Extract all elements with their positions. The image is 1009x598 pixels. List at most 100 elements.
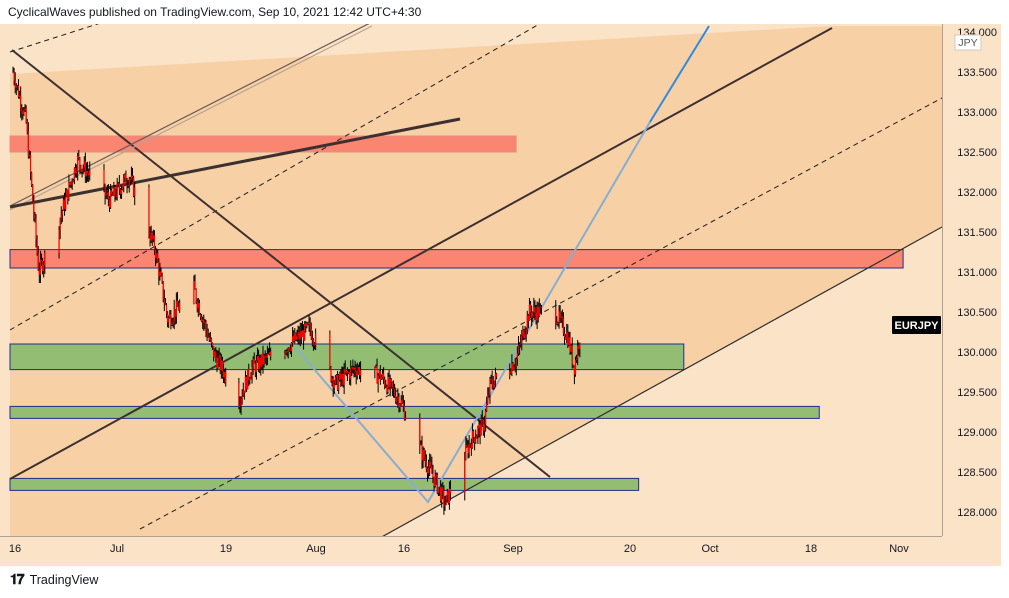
candle-body	[401, 400, 403, 404]
candle-body	[116, 183, 118, 197]
candle-body	[38, 269, 40, 275]
candle-body	[80, 165, 82, 172]
candle-body	[471, 431, 474, 449]
y-tick-label: 133.500	[957, 67, 997, 79]
candle-body	[350, 367, 352, 379]
candle-body	[28, 155, 31, 157]
candle-body	[537, 306, 539, 317]
candle-body	[340, 373, 342, 380]
candle-body	[13, 72, 15, 81]
x-tick-label: Sep	[503, 543, 523, 555]
x-tick-label: 16	[9, 543, 21, 555]
candle-body	[213, 346, 215, 358]
candle-body	[215, 351, 217, 358]
candle-body	[31, 172, 33, 185]
candle-body	[150, 232, 152, 241]
candle-body	[535, 312, 537, 321]
currency-label-box	[954, 34, 982, 51]
candle-body	[167, 313, 169, 323]
candle-body	[58, 229, 60, 253]
candle-body	[262, 353, 264, 365]
candle-body	[354, 367, 356, 372]
candle-body	[29, 155, 32, 173]
candle-body	[492, 384, 494, 388]
candle-body	[579, 343, 581, 349]
candle-body	[432, 473, 434, 477]
candle-body	[255, 360, 258, 373]
candle-body	[224, 372, 226, 378]
candle-body	[389, 379, 391, 387]
x-tick-label: 16	[398, 543, 410, 555]
candle-body	[123, 178, 125, 187]
candle-body	[329, 333, 331, 368]
candle-body	[574, 360, 577, 375]
candle-body	[179, 302, 181, 310]
candle-body	[422, 450, 424, 461]
y-tick-label: 133.000	[957, 107, 997, 119]
candle-body	[23, 109, 25, 115]
candle-body	[400, 400, 402, 405]
candle-body	[441, 487, 443, 501]
candle-body	[395, 395, 397, 402]
candle-body	[379, 371, 381, 380]
candle-body	[265, 356, 267, 358]
candle-body	[449, 488, 452, 494]
candle-body	[522, 330, 524, 336]
candle-body	[83, 161, 85, 169]
candle-body	[240, 398, 242, 406]
candle-body	[75, 171, 78, 174]
y-tick-label: 131.500	[957, 227, 997, 239]
red-zone	[9, 135, 517, 153]
candle-body	[62, 199, 65, 211]
candle-body	[37, 253, 39, 270]
chart-container[interactable]: 128.000 128.500 129.000 129.500 130.000 130.5…	[0, 24, 1001, 566]
candle-body	[520, 343, 522, 345]
candle-body	[494, 373, 497, 381]
candle-body	[531, 312, 533, 318]
candle-body	[197, 303, 199, 308]
projection-extension	[649, 25, 710, 123]
candle-body	[332, 378, 334, 388]
candle-body	[346, 370, 349, 373]
brand-name[interactable]: TradingView	[29, 573, 99, 587]
candle-body	[287, 348, 289, 352]
candle-body	[390, 379, 392, 382]
candle-body	[131, 175, 134, 178]
price-axis[interactable]	[942, 24, 1001, 536]
candle-body	[202, 319, 204, 322]
candle-body	[467, 445, 469, 454]
candle-body	[108, 199, 111, 208]
candle-body	[86, 171, 89, 174]
candle-body	[445, 495, 447, 505]
candle-body	[293, 336, 295, 342]
candle-body	[168, 317, 170, 323]
candle-body	[334, 377, 336, 384]
red-zone	[9, 249, 904, 269]
price-chart[interactable]: 128.000 128.500 129.000 129.500 130.000 130.5…	[0, 24, 1001, 566]
candle-body	[310, 329, 312, 339]
candle-body	[289, 350, 292, 352]
y-tick-labels: 128.000 128.500 129.000 129.500 130.000 130.5…	[957, 27, 997, 519]
candle-body	[18, 95, 21, 98]
candle-body	[376, 366, 378, 384]
candle-body	[571, 345, 573, 365]
candle-body	[104, 184, 106, 196]
candle-body	[352, 367, 354, 370]
candle-body	[241, 396, 243, 399]
candle-body	[35, 218, 37, 240]
candle-body	[34, 215, 36, 219]
candle-body	[219, 355, 221, 371]
candle-body	[176, 300, 179, 307]
candle-body	[247, 369, 249, 390]
candle-body	[359, 370, 362, 376]
candle-body	[529, 304, 532, 313]
time-axis[interactable]	[0, 536, 1001, 566]
candles-layer	[12, 66, 581, 515]
candle-body	[61, 210, 63, 215]
candle-body	[341, 374, 343, 380]
candle-body	[305, 323, 307, 327]
candle-body	[203, 319, 205, 323]
candle-body	[536, 306, 538, 321]
candle-body	[209, 338, 211, 340]
candle-body	[335, 374, 338, 378]
